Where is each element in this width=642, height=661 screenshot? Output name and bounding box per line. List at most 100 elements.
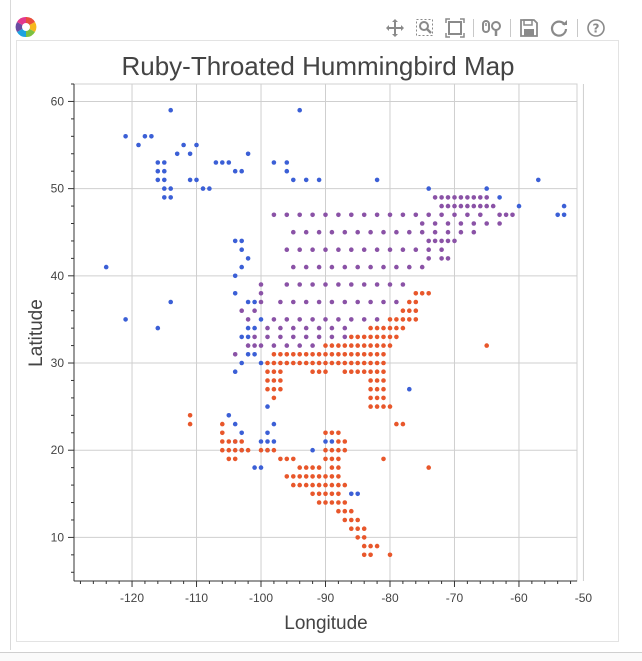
data-point [303,299,309,305]
data-point [155,325,161,331]
data-point [471,229,477,235]
data-point [278,360,283,366]
bokeh-logo-icon[interactable] [15,16,37,38]
data-point [316,369,322,375]
data-point [349,352,354,357]
data-point [400,282,406,287]
data-point [516,203,522,209]
data-point [329,482,335,488]
data-point [181,142,186,148]
data-point [239,439,244,444]
data-point [265,439,270,444]
data-point [349,508,354,514]
data-point [445,238,451,244]
zoom-to-fit-tool-button[interactable] [440,15,470,41]
x-tick-label: -50 [575,591,593,605]
data-point [387,404,393,409]
data-point [291,474,296,479]
data-point [400,212,406,218]
data-point [245,325,251,331]
data-point [336,456,341,462]
data-point [368,543,373,549]
data-point [316,500,322,505]
data-point [258,282,264,287]
data-point [226,456,232,462]
y-tick-label: 20 [51,443,65,457]
data-point [239,238,244,244]
data-point [497,221,502,226]
data-point [245,343,251,348]
data-point [355,299,361,305]
data-point [355,229,361,235]
data-point [484,203,490,209]
data-point [368,352,373,357]
data-point [278,386,283,392]
data-point [465,195,470,200]
data-point [245,299,251,305]
data-point [419,221,425,226]
box-zoom-tool-button[interactable] [410,15,440,41]
data-point [245,317,251,322]
data-point [394,229,399,235]
reset-tool-button[interactable] [544,15,574,41]
data-point [245,151,251,157]
x-tick-label: -70 [446,591,464,605]
data-point [258,447,264,453]
data-point [452,203,457,209]
data-point [239,247,244,252]
data-point [258,291,264,296]
data-point [291,456,296,462]
data-point [323,360,328,366]
data-point [374,177,380,183]
data-point [561,212,567,218]
data-point [426,465,432,470]
data-point [400,247,406,252]
data-point [278,369,283,375]
data-point [252,465,257,470]
toolbar-separator [510,19,511,37]
data-point [213,160,219,165]
data-point [329,465,335,470]
data-point [323,212,328,218]
data-point [162,195,167,200]
data-point [232,273,238,279]
help-tool-button[interactable]: ? [581,15,611,41]
data-point [439,247,444,252]
data-point [458,229,464,235]
data-point [303,474,309,479]
data-point [245,334,251,340]
data-point [123,134,128,139]
data-point [342,508,348,514]
data-point [387,343,393,348]
y-tick-label: 30 [51,356,65,370]
data-point [168,299,173,305]
data-point [432,195,438,200]
data-point [136,142,141,148]
data-point [323,491,328,497]
data-point [271,386,277,392]
data-point [303,334,309,340]
data-point [439,195,444,200]
data-point [400,325,406,331]
data-point [310,282,315,287]
data-point [284,160,290,165]
x-tick-label: -110 [185,591,208,605]
data-point [374,369,380,375]
data-point [194,142,199,148]
data-point [323,474,328,479]
data-point [381,343,386,348]
save-tool-button[interactable] [514,15,544,41]
data-point [252,299,257,305]
data-point [271,439,277,444]
data-point [355,369,361,375]
data-point [490,203,496,209]
data-point [445,203,451,209]
data-point [329,352,335,357]
data-point [342,369,348,375]
data-point [342,447,348,453]
data-point [439,238,444,244]
data-point [239,168,244,174]
data-point [374,352,380,357]
data-point [323,430,328,436]
